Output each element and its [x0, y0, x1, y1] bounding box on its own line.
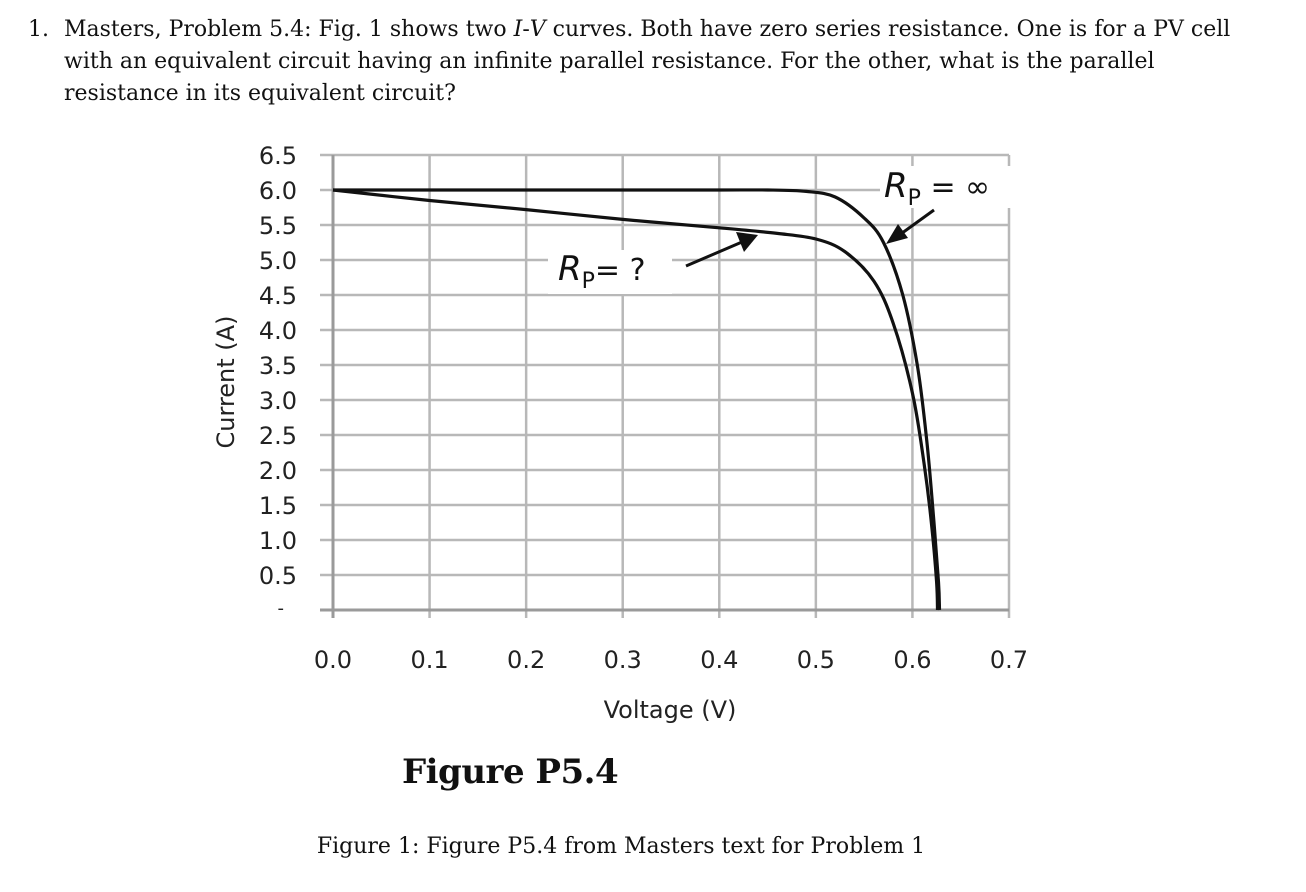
y-tick-label: 1.5: [259, 492, 297, 520]
y-tick-label: 3.5: [259, 352, 297, 380]
arrow-rp-infinite: [897, 208, 935, 238]
x-tick-label: 0.0: [314, 646, 352, 674]
y-tick-label: 4.5: [259, 282, 297, 310]
iv-dash: -: [522, 17, 530, 42]
y-tick-label: 1.0: [259, 527, 297, 555]
arrowhead-icon: [736, 232, 758, 252]
y-tick-label: 0.5: [259, 562, 297, 590]
y-tick-labels: 6.5 6.0 5.5 5.0 4.5 4.0 3.5 3.0 2.5 2.0 1.5 1.0 0.5 -: [259, 142, 297, 619]
x-tick-label: 0.5: [797, 646, 835, 674]
y-tick-label: 6.0: [259, 177, 297, 205]
curve-rp-infinite: [332, 188, 942, 611]
chart-annotations: RP = ∞ RP= ?: [548, 166, 1012, 294]
x-tick-label: 0.2: [507, 646, 545, 674]
problem-number: 1.: [28, 17, 49, 42]
y-tick-label: 3.0: [259, 387, 297, 415]
x-axis-label: Voltage (V): [604, 696, 737, 724]
figure-caption-text: Figure 1: Figure P5.4 from Masters text …: [316, 834, 926, 859]
arrow-rp-unknown: [685, 240, 743, 268]
annotation-backing: [880, 166, 1012, 208]
annotation-rp-infinite: RP = ∞: [884, 166, 990, 211]
x-tick-label: 0.1: [410, 646, 448, 674]
y-tick-label: -: [278, 598, 285, 619]
variable-i: I: [513, 17, 523, 42]
y-tick-label: 4.0: [259, 317, 297, 345]
y-axis-label: Current (A): [212, 316, 240, 449]
y-tick-label: 6.5: [259, 142, 297, 170]
x-tick-labels: 0.0 0.1 0.2 0.3 0.4 0.5 0.6 0.7: [314, 646, 1028, 674]
chart-curves: [332, 188, 942, 611]
problem-text-before: Masters, Problem 5.4: Fig. 1 shows two: [64, 17, 514, 42]
annotation-backing: [548, 250, 672, 294]
y-tick-label: 5.0: [259, 247, 297, 275]
problem-statement: 1. Masters, Problem 5.4: Fig. 1 shows tw…: [28, 14, 1258, 110]
y-tick-label: 5.5: [259, 212, 297, 240]
y-tick-label: 2.5: [259, 422, 297, 450]
curve-rp-unknown: [332, 188, 940, 611]
x-tick-label: 0.3: [604, 646, 642, 674]
problem-text: Masters, Problem 5.4: Fig. 1 shows two I…: [64, 14, 1258, 110]
figure-caption: Figure 1: Figure P5.4 from Masters text …: [0, 834, 1306, 859]
x-tick-label: 0.4: [700, 646, 738, 674]
x-tick-label: 0.7: [990, 646, 1028, 674]
figure-label: Figure P5.4: [402, 752, 619, 792]
x-tick-label: 0.6: [893, 646, 931, 674]
arrowhead-icon: [886, 224, 908, 244]
problem-text-after: curves. Both have zero series resistance…: [64, 17, 1231, 106]
variable-v: V: [529, 17, 546, 42]
annotation-rp-unknown: RP= ?: [558, 249, 646, 294]
y-tick-label: 2.0: [259, 457, 297, 485]
